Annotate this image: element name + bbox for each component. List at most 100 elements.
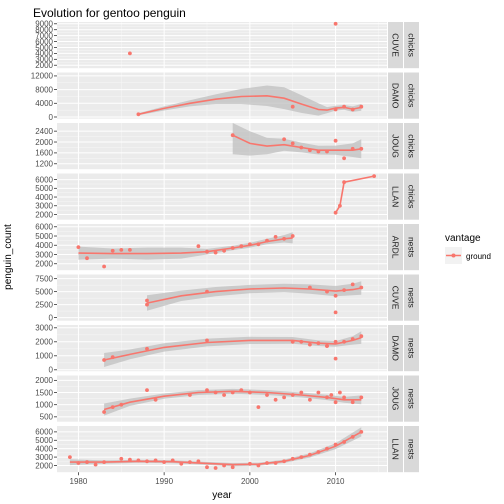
smooth-line — [103, 390, 362, 411]
data-point — [222, 393, 227, 397]
y-tick-label: 2000 — [35, 461, 53, 470]
data-point — [127, 248, 132, 252]
data-point — [299, 390, 304, 395]
y-tick-label: 0 — [49, 366, 54, 375]
facet-label-site: CUVE — [391, 286, 401, 310]
facet-strip-site — [388, 224, 403, 271]
y-tick-label: 4000 — [35, 241, 53, 250]
facet-strip-count-type — [404, 173, 419, 220]
facet-label-site: DAMO — [391, 83, 401, 109]
data-point — [119, 456, 124, 461]
y-tick-label: 2000 — [35, 338, 53, 347]
panel-nests-damo: 0 1000 2000 3000 DAMO nests — [35, 324, 419, 375]
data-point — [205, 388, 209, 392]
y-tick-label: 5000 — [35, 43, 53, 52]
facet-label-count-type: nests — [407, 237, 417, 257]
y-tick-label: 1500 — [35, 388, 53, 397]
facet-label-site: LLAN — [391, 186, 401, 207]
y-tick-label: 7500 — [35, 274, 53, 283]
data-point — [333, 400, 338, 405]
facet-strip-site — [388, 426, 403, 473]
data-point — [342, 156, 346, 161]
y-tick-label: 5000 — [35, 287, 53, 296]
panel-chicks-damo: 0 4000 8000 12000 DAMO chicks — [31, 72, 419, 122]
panel-chicks-joug: 1200 1600 2000 2400 JOUG chicks — [35, 123, 419, 170]
panel-nests-joug: 500 1000 1500 2000 JOUG nests — [35, 375, 419, 422]
y-tick-label: 2400 — [35, 127, 53, 136]
facet-label-site: JOUG — [391, 387, 401, 411]
y-tick-label: 6000 — [35, 223, 53, 232]
data-point — [145, 388, 149, 392]
facet-label-site: DAMO — [391, 335, 401, 361]
facet-strip-site — [388, 325, 403, 372]
facet-strip-site — [388, 72, 403, 119]
y-tick-label: 6000 — [35, 428, 53, 437]
y-tick-label: 5000 — [35, 232, 53, 241]
facet-strip-count-type — [404, 72, 419, 119]
data-point — [329, 393, 334, 397]
data-point — [127, 51, 132, 56]
y-tick-label: 6000 — [35, 175, 53, 184]
data-point — [350, 282, 355, 287]
data-point — [333, 339, 338, 344]
facet-label-count-type: chicks — [407, 33, 417, 57]
facet-label-count-type: nests — [407, 439, 417, 459]
y-tick-label: 8000 — [35, 85, 53, 94]
y-tick-label: 3000 — [35, 250, 53, 259]
legend: vantage ground — [445, 233, 491, 264]
smooth-line — [103, 336, 362, 361]
y-tick-label: 2000 — [35, 260, 53, 269]
x-axis-label: year — [212, 490, 232, 501]
facet-label-count-type: chicks — [407, 84, 417, 108]
x-tick-label: 1980 — [70, 477, 88, 486]
facet-strip-count-type — [404, 224, 419, 271]
legend-entry-ground: ground — [466, 252, 491, 261]
data-point — [213, 250, 218, 255]
data-point — [145, 346, 149, 351]
y-tick-label: 1600 — [35, 149, 53, 158]
y-tick-label: 8000 — [35, 26, 53, 35]
y-tick-label: 2000 — [35, 376, 53, 385]
data-point — [213, 466, 218, 470]
data-point — [265, 393, 269, 397]
data-point — [153, 397, 158, 402]
y-tick-label: 9000 — [35, 20, 53, 29]
y-tick-label: 1000 — [35, 352, 53, 361]
facet-strip-site — [388, 274, 403, 321]
data-point — [325, 344, 329, 348]
data-point — [145, 298, 149, 303]
chart-title: Evolution for gentoo penguin — [33, 6, 186, 20]
x-axis: 1980 1990 2000 2010 — [70, 472, 345, 486]
data-point — [333, 310, 338, 315]
facet-label-count-type: nests — [407, 287, 417, 307]
facet-strip-count-type — [404, 22, 419, 69]
facet-strip-count-type — [404, 375, 419, 422]
data-point — [282, 395, 286, 400]
legend-key-point — [451, 253, 456, 258]
x-tick-label: 2010 — [327, 477, 345, 486]
data-point — [333, 138, 338, 143]
data-point — [256, 405, 261, 409]
x-tick-label: 1990 — [155, 477, 173, 486]
smooth-line — [78, 237, 293, 255]
y-tick-label: 4000 — [35, 193, 53, 202]
y-tick-label: 0 — [49, 113, 54, 122]
y-tick-label: 4000 — [35, 444, 53, 453]
data-point — [273, 397, 278, 402]
y-tick-label: 5000 — [35, 436, 53, 445]
facet-strip-site — [388, 123, 403, 170]
y-tick-label: 12000 — [31, 72, 54, 81]
data-point — [196, 244, 201, 249]
facet-strip-site — [388, 173, 403, 220]
y-tick-label: 2000 — [35, 210, 53, 219]
data-point — [273, 235, 278, 239]
y-tick-label: 5000 — [35, 184, 53, 193]
data-point — [230, 465, 235, 470]
facet-strip-count-type — [404, 123, 419, 170]
facet-label-site: LLAN — [391, 438, 401, 459]
